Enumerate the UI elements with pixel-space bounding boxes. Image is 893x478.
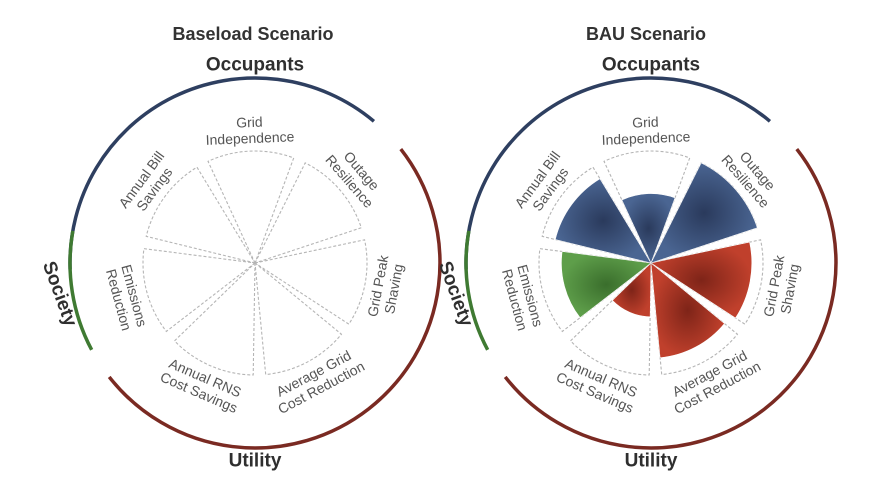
category-label-average-grid-cost-reduction: Average GridCost Reduction	[268, 344, 368, 417]
sector-outline-annual-bill-savings	[145, 166, 257, 264]
category-label-line: Grid	[632, 114, 659, 131]
category-label-annual-rns-cost-savings: Annual RNSCost Savings	[554, 354, 642, 416]
sector-bar-emissions-reduction	[561, 251, 652, 319]
chart-title: BAU Scenario	[586, 24, 706, 44]
group-label-utility: Utility	[625, 451, 678, 472]
group-arc-utility	[503, 148, 838, 450]
category-label-line: Independence	[205, 128, 295, 148]
chart-title: Baseload Scenario	[172, 24, 333, 44]
category-label-grid-peak-shaving: Grid PeakShaving	[760, 253, 803, 321]
category-label-annual-bill-savings: Annual BillSavings	[115, 148, 180, 220]
category-label-grid-independence: GridIndependence	[205, 112, 295, 148]
sector-bar-grid-independence	[621, 193, 676, 264]
sector-outline-emissions-reduction	[538, 248, 653, 333]
category-label-line: Grid	[236, 114, 263, 131]
category-label-annual-rns-cost-savings: Annual RNSCost Savings	[158, 354, 246, 416]
category-label-outage-resilience: OutageResilience	[322, 141, 389, 211]
group-arc-society	[464, 230, 490, 351]
group-label-utility: Utility	[229, 451, 282, 472]
sector-outline-grid-independence	[207, 150, 295, 265]
group-arc-occupants	[68, 76, 376, 270]
sector-outline-average-grid-cost-reduction	[650, 261, 739, 376]
sector-bar-annual-rns-cost-savings	[611, 262, 652, 318]
baseload-scenario-chart: Baseload Scenario Occupants Utility Societ…	[38, 24, 442, 472]
group-label-occupants: Occupants	[206, 55, 304, 76]
bau-scenario-chart: BAU Scenario Occupants Utility Society Grid…	[434, 24, 838, 472]
sector-outline-annual-rns-cost-savings	[569, 261, 652, 376]
category-label-grid-peak-shaving: Grid PeakShaving	[364, 253, 407, 321]
sector-outline-grid-peak-shaving	[649, 239, 764, 325]
group-label-society: Society	[434, 259, 477, 330]
sector-bar-outage-resilience	[650, 162, 758, 264]
sector-outline-grid-independence	[603, 150, 691, 265]
sector-outline-emissions-reduction	[142, 248, 257, 333]
category-label-average-grid-cost-reduction: Average GridCost Reduction	[664, 344, 764, 417]
sector-bar-annual-bill-savings	[554, 178, 652, 264]
sector-outline-annual-bill-savings	[541, 166, 653, 264]
sector-outline-average-grid-cost-reduction	[254, 261, 343, 376]
group-arc-utility	[107, 148, 442, 450]
group-arc-occupants	[464, 76, 772, 270]
category-label-grid-independence: GridIndependence	[601, 112, 691, 148]
category-label-annual-bill-savings: Annual BillSavings	[511, 148, 576, 220]
category-label-line: Independence	[601, 128, 691, 148]
group-arc-society	[68, 230, 94, 351]
group-label-occupants: Occupants	[602, 55, 700, 76]
sector-outline-grid-peak-shaving	[253, 239, 368, 325]
sector-bar-average-grid-cost-reduction	[650, 262, 725, 359]
sector-outline-annual-rns-cost-savings	[173, 261, 256, 376]
sector-bar-grid-peak-shaving	[650, 241, 753, 319]
sector-outline-outage-resilience	[253, 162, 363, 264]
group-label-society: Society	[38, 259, 81, 330]
